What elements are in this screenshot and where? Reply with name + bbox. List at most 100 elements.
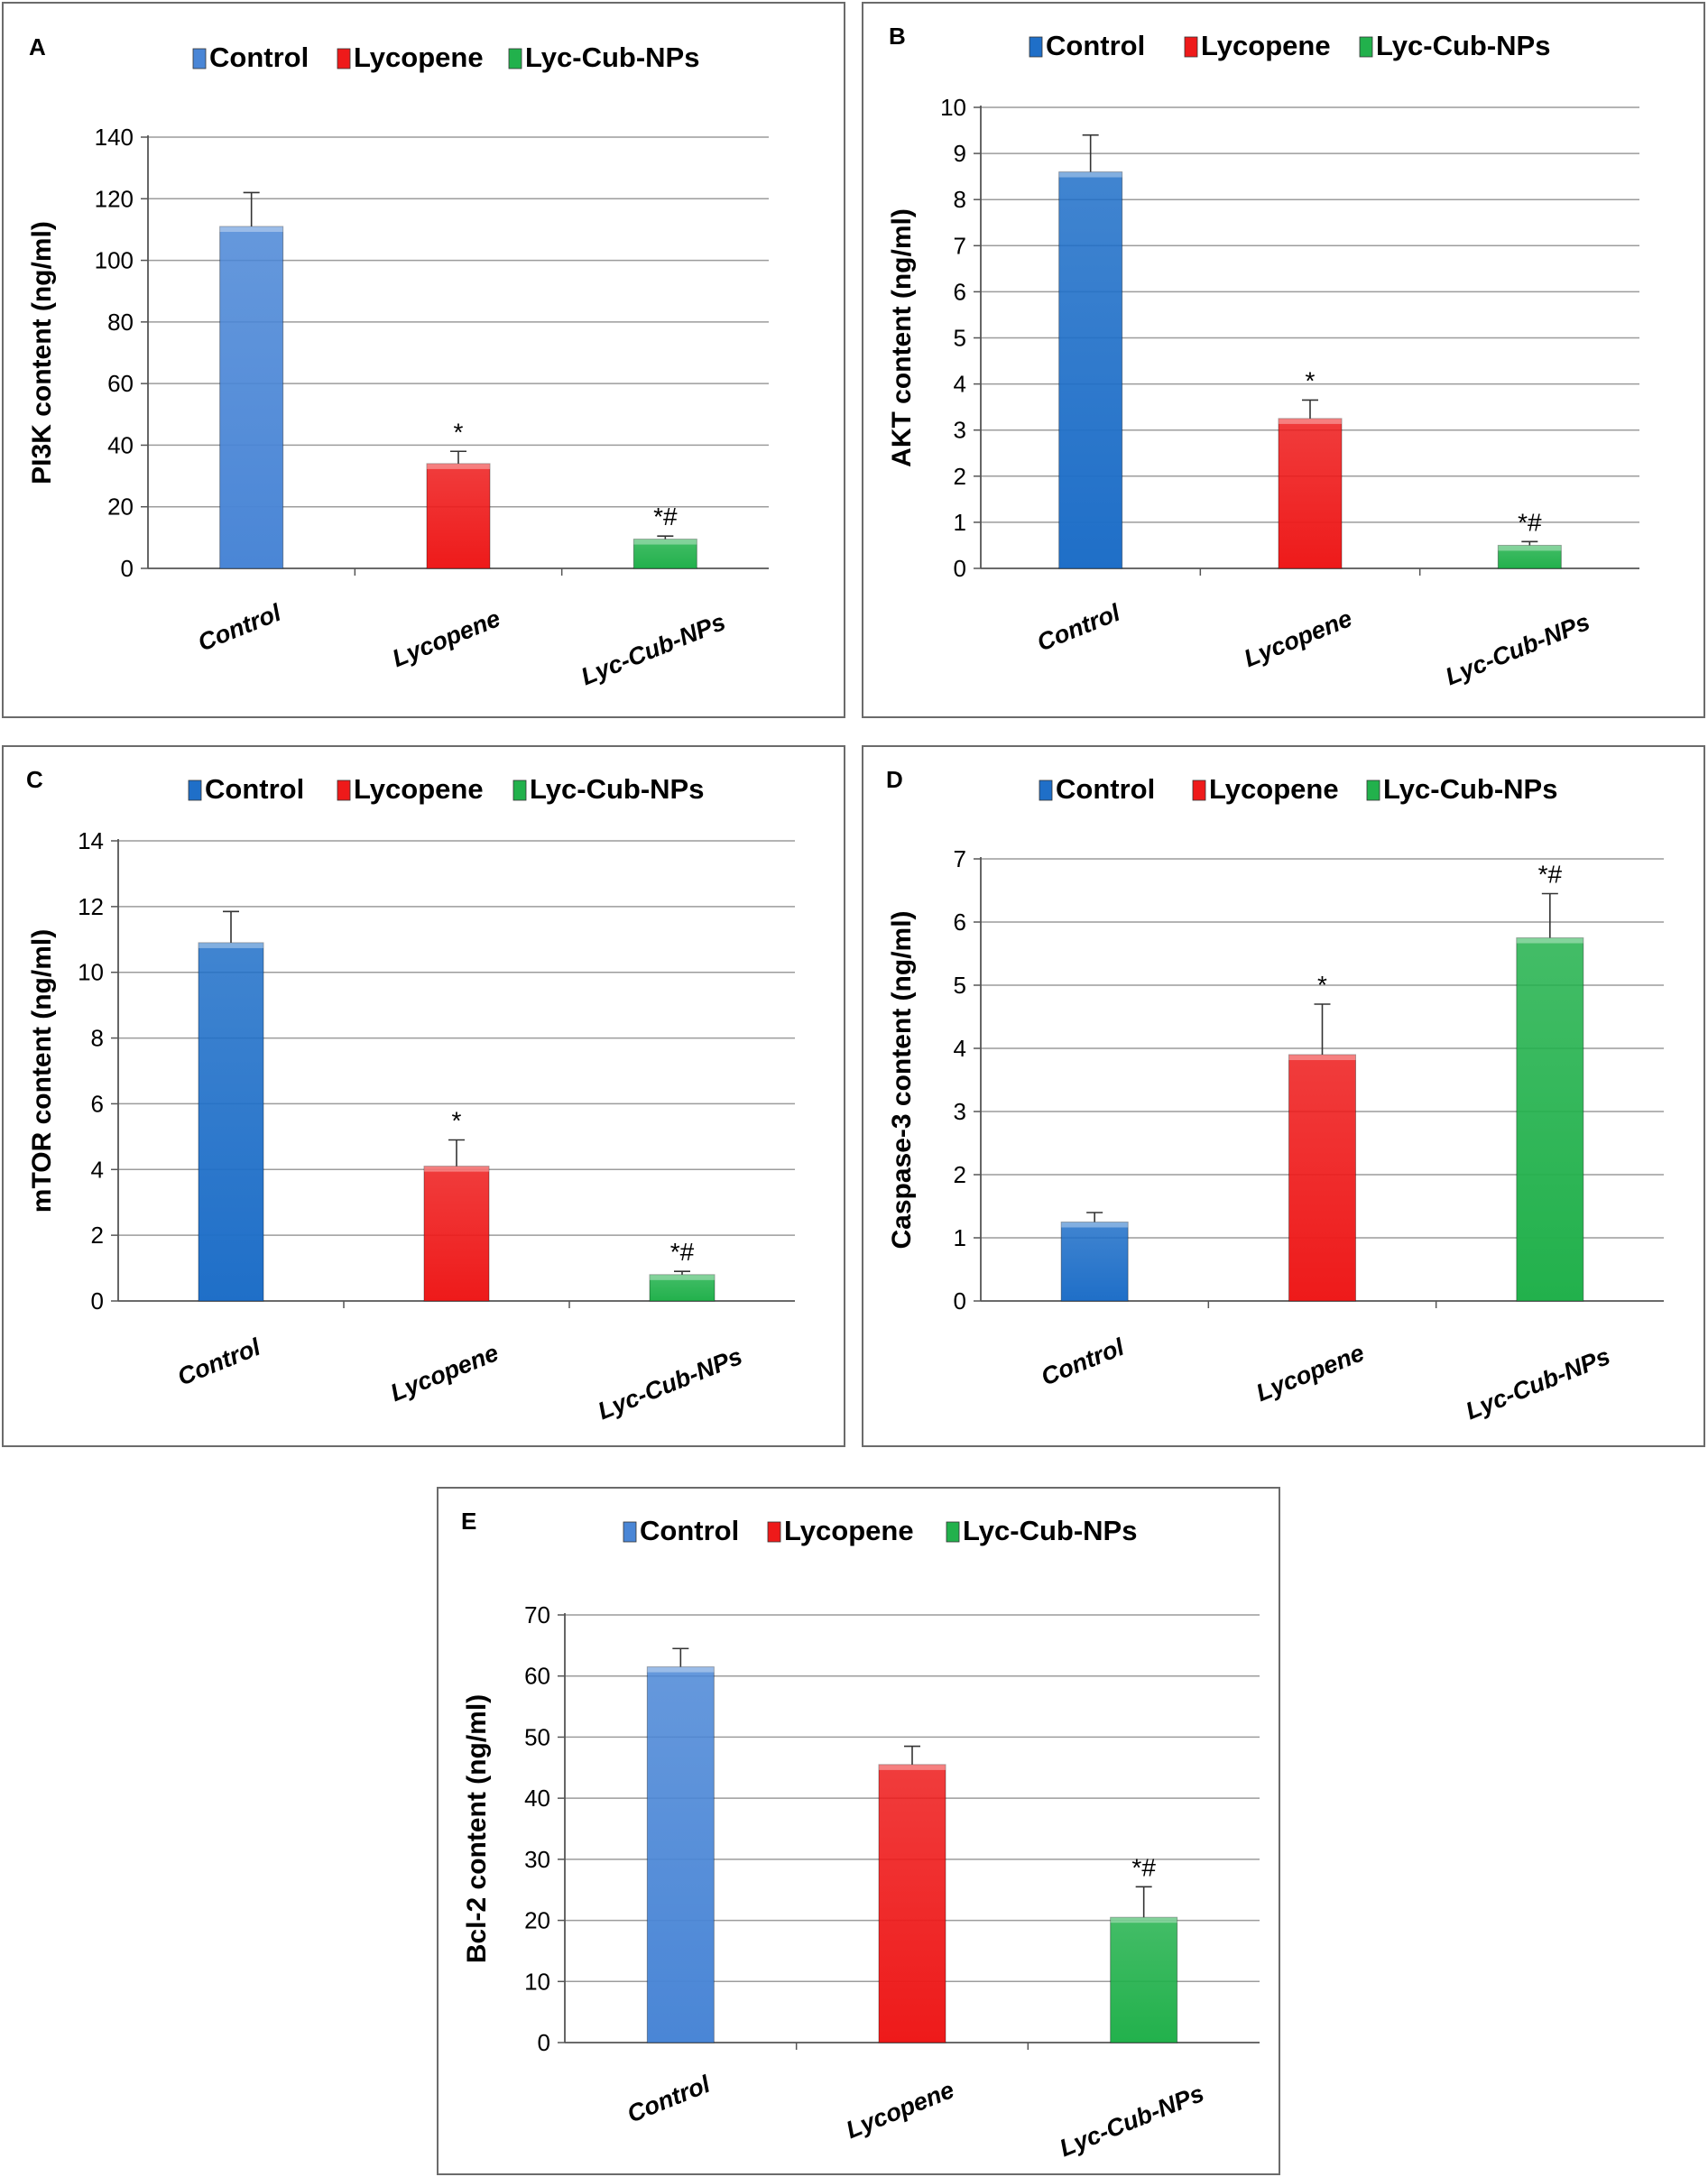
legend-swatch-lycopene bbox=[337, 779, 351, 801]
y-tick-label: 20 bbox=[524, 1907, 550, 1934]
x-category-label: Control bbox=[174, 1333, 265, 1391]
legend-swatch-control bbox=[1039, 779, 1053, 801]
bar-lycopene bbox=[426, 463, 491, 569]
significance-mark: * bbox=[454, 418, 464, 446]
legend-label-control: Control bbox=[1046, 30, 1145, 61]
panel-label: A bbox=[29, 33, 46, 60]
y-tick-label: 40 bbox=[107, 431, 134, 458]
y-tick-label: 7 bbox=[954, 232, 966, 259]
bar-highlight bbox=[1288, 1055, 1356, 1060]
chart-a: A Control Lycopene Lyc-Cub-NPs 0 20 40 60 80 100 1… bbox=[27, 33, 769, 690]
y-tick-label: 2 bbox=[954, 463, 966, 490]
bar-highlight bbox=[427, 463, 490, 469]
x-category-label: Control bbox=[1033, 599, 1124, 657]
y-tick-label: 10 bbox=[524, 1968, 550, 1995]
y-tick-label: 6 bbox=[954, 278, 966, 305]
y-tick-label: 5 bbox=[954, 972, 966, 999]
x-category-label: Control bbox=[1038, 1333, 1129, 1391]
legend-swatch-lycopene bbox=[767, 1521, 781, 1543]
y-tick-label: 1 bbox=[954, 1224, 966, 1251]
significance-mark: *# bbox=[653, 503, 678, 530]
bar-highlight bbox=[879, 1764, 946, 1770]
significance-mark: *# bbox=[1131, 1853, 1156, 1881]
y-tick-label: 120 bbox=[95, 185, 134, 212]
y-tick-label: 20 bbox=[107, 494, 134, 521]
legend-label-lycopene: Lycopene bbox=[1209, 773, 1339, 805]
y-tick-label: 80 bbox=[107, 309, 134, 336]
y-tick-label: 30 bbox=[524, 1846, 550, 1873]
y-tick-label: 6 bbox=[954, 909, 966, 936]
y-tick-label: 100 bbox=[95, 247, 134, 274]
bar-lycopene bbox=[423, 1166, 490, 1302]
panel-label: E bbox=[461, 1508, 476, 1535]
chart-panel-a: A Control Lycopene Lyc-Cub-NPs 0 20 40 60 80 100 1… bbox=[2, 2, 845, 718]
x-category-label: Lyc-Cub-NPs bbox=[1462, 1342, 1613, 1425]
legend-label-control: Control bbox=[205, 773, 304, 805]
legend-label-lycopene: Lycopene bbox=[1201, 30, 1331, 61]
bar-highlight bbox=[1516, 937, 1583, 944]
bar-lyc-cub-nps bbox=[649, 1274, 716, 1302]
chart-c: C Control Lycopene Lyc-Cub-NPs 0 2 4 6 8 10 12 14 mT… bbox=[26, 766, 795, 1425]
bar-control bbox=[219, 226, 284, 569]
bar-lycopene bbox=[1288, 1054, 1356, 1302]
legend-label-lycopene: Lycopene bbox=[354, 42, 484, 73]
chart-d: D Control Lycopene Lyc-Cub-NPs 0 1 2 3 4 5 6 7 Caspa… bbox=[886, 766, 1664, 1425]
bar-lyc-cub-nps bbox=[632, 539, 697, 569]
y-tick-label: 0 bbox=[954, 1287, 966, 1315]
y-tick-label: 3 bbox=[954, 417, 966, 444]
legend-label-lyc-cub-nps: Lyc-Cub-NPs bbox=[1383, 773, 1557, 805]
bar-lyc-cub-nps bbox=[1497, 544, 1562, 569]
legend-swatch-control bbox=[1029, 36, 1043, 58]
x-category-label: Lycopene bbox=[1241, 604, 1356, 672]
significance-mark: *# bbox=[1538, 861, 1563, 889]
y-axis-label: Caspase-3 content (ng/ml) bbox=[887, 910, 917, 1249]
x-category-label: Control bbox=[623, 2071, 715, 2128]
legend-label-lyc-cub-nps: Lyc-Cub-NPs bbox=[1376, 30, 1550, 61]
bar-highlight bbox=[219, 226, 283, 233]
legend-swatch-lycopene bbox=[1192, 779, 1206, 801]
y-tick-label: 3 bbox=[954, 1098, 966, 1125]
y-tick-label: 4 bbox=[954, 371, 966, 398]
bar-lyc-cub-nps bbox=[1516, 937, 1584, 1302]
y-tick-label: 0 bbox=[121, 555, 134, 582]
bar-lycopene bbox=[878, 1764, 946, 2043]
y-tick-label: 9 bbox=[954, 140, 966, 167]
significance-mark: * bbox=[1317, 971, 1327, 999]
y-tick-label: 14 bbox=[78, 827, 104, 854]
y-tick-label: 4 bbox=[954, 1035, 966, 1062]
y-tick-label: 40 bbox=[524, 1785, 550, 1812]
legend-label-lycopene: Lycopene bbox=[784, 1515, 914, 1546]
legend-swatch-lyc-cub-nps bbox=[1366, 779, 1380, 801]
x-category-label: Lyc-Cub-NPs bbox=[577, 608, 729, 690]
x-category-label: Lycopene bbox=[387, 1339, 503, 1407]
legend-swatch-control bbox=[188, 779, 202, 801]
bar-control bbox=[1058, 171, 1123, 569]
y-tick-label: 10 bbox=[78, 959, 104, 986]
chart-b: B Control Lycopene Lyc-Cub-NPs 0 1 2 3 4 5 6 7 8 9 10 A… bbox=[887, 23, 1639, 690]
y-tick-label: 60 bbox=[524, 1663, 550, 1690]
legend-label-control: Control bbox=[640, 1515, 739, 1546]
panel-label: C bbox=[26, 766, 43, 793]
bar-highlight bbox=[1110, 1917, 1177, 1923]
bar-control bbox=[198, 942, 264, 1302]
chart-panel-c: C Control Lycopene Lyc-Cub-NPs 0 2 4 6 8 10 12 14 mT… bbox=[2, 745, 845, 1447]
y-tick-label: 10 bbox=[940, 94, 966, 121]
legend-label-control: Control bbox=[209, 42, 309, 73]
chart-panel-d: D Control Lycopene Lyc-Cub-NPs 0 1 2 3 4 5 6 7 Caspa… bbox=[862, 745, 1705, 1447]
legend-label-lyc-cub-nps: Lyc-Cub-NPs bbox=[530, 773, 704, 805]
x-category-label: Lyc-Cub-NPs bbox=[594, 1342, 745, 1425]
y-tick-label: 12 bbox=[78, 893, 104, 920]
bar-highlight bbox=[647, 1666, 715, 1673]
legend-label-control: Control bbox=[1056, 773, 1155, 805]
legend-swatch-control bbox=[192, 48, 207, 69]
legend-swatch-lycopene bbox=[337, 48, 351, 69]
x-category-label: Lycopene bbox=[1252, 1339, 1368, 1407]
y-tick-label: 1 bbox=[954, 509, 966, 536]
x-category-label: Lyc-Cub-NPs bbox=[1442, 608, 1593, 690]
y-tick-label: 8 bbox=[91, 1025, 104, 1052]
y-tick-label: 0 bbox=[954, 555, 966, 582]
x-category-label: Lycopene bbox=[843, 2076, 958, 2144]
bar-highlight bbox=[1058, 171, 1122, 178]
y-tick-label: 8 bbox=[954, 186, 966, 213]
bar-control bbox=[1060, 1222, 1129, 1302]
